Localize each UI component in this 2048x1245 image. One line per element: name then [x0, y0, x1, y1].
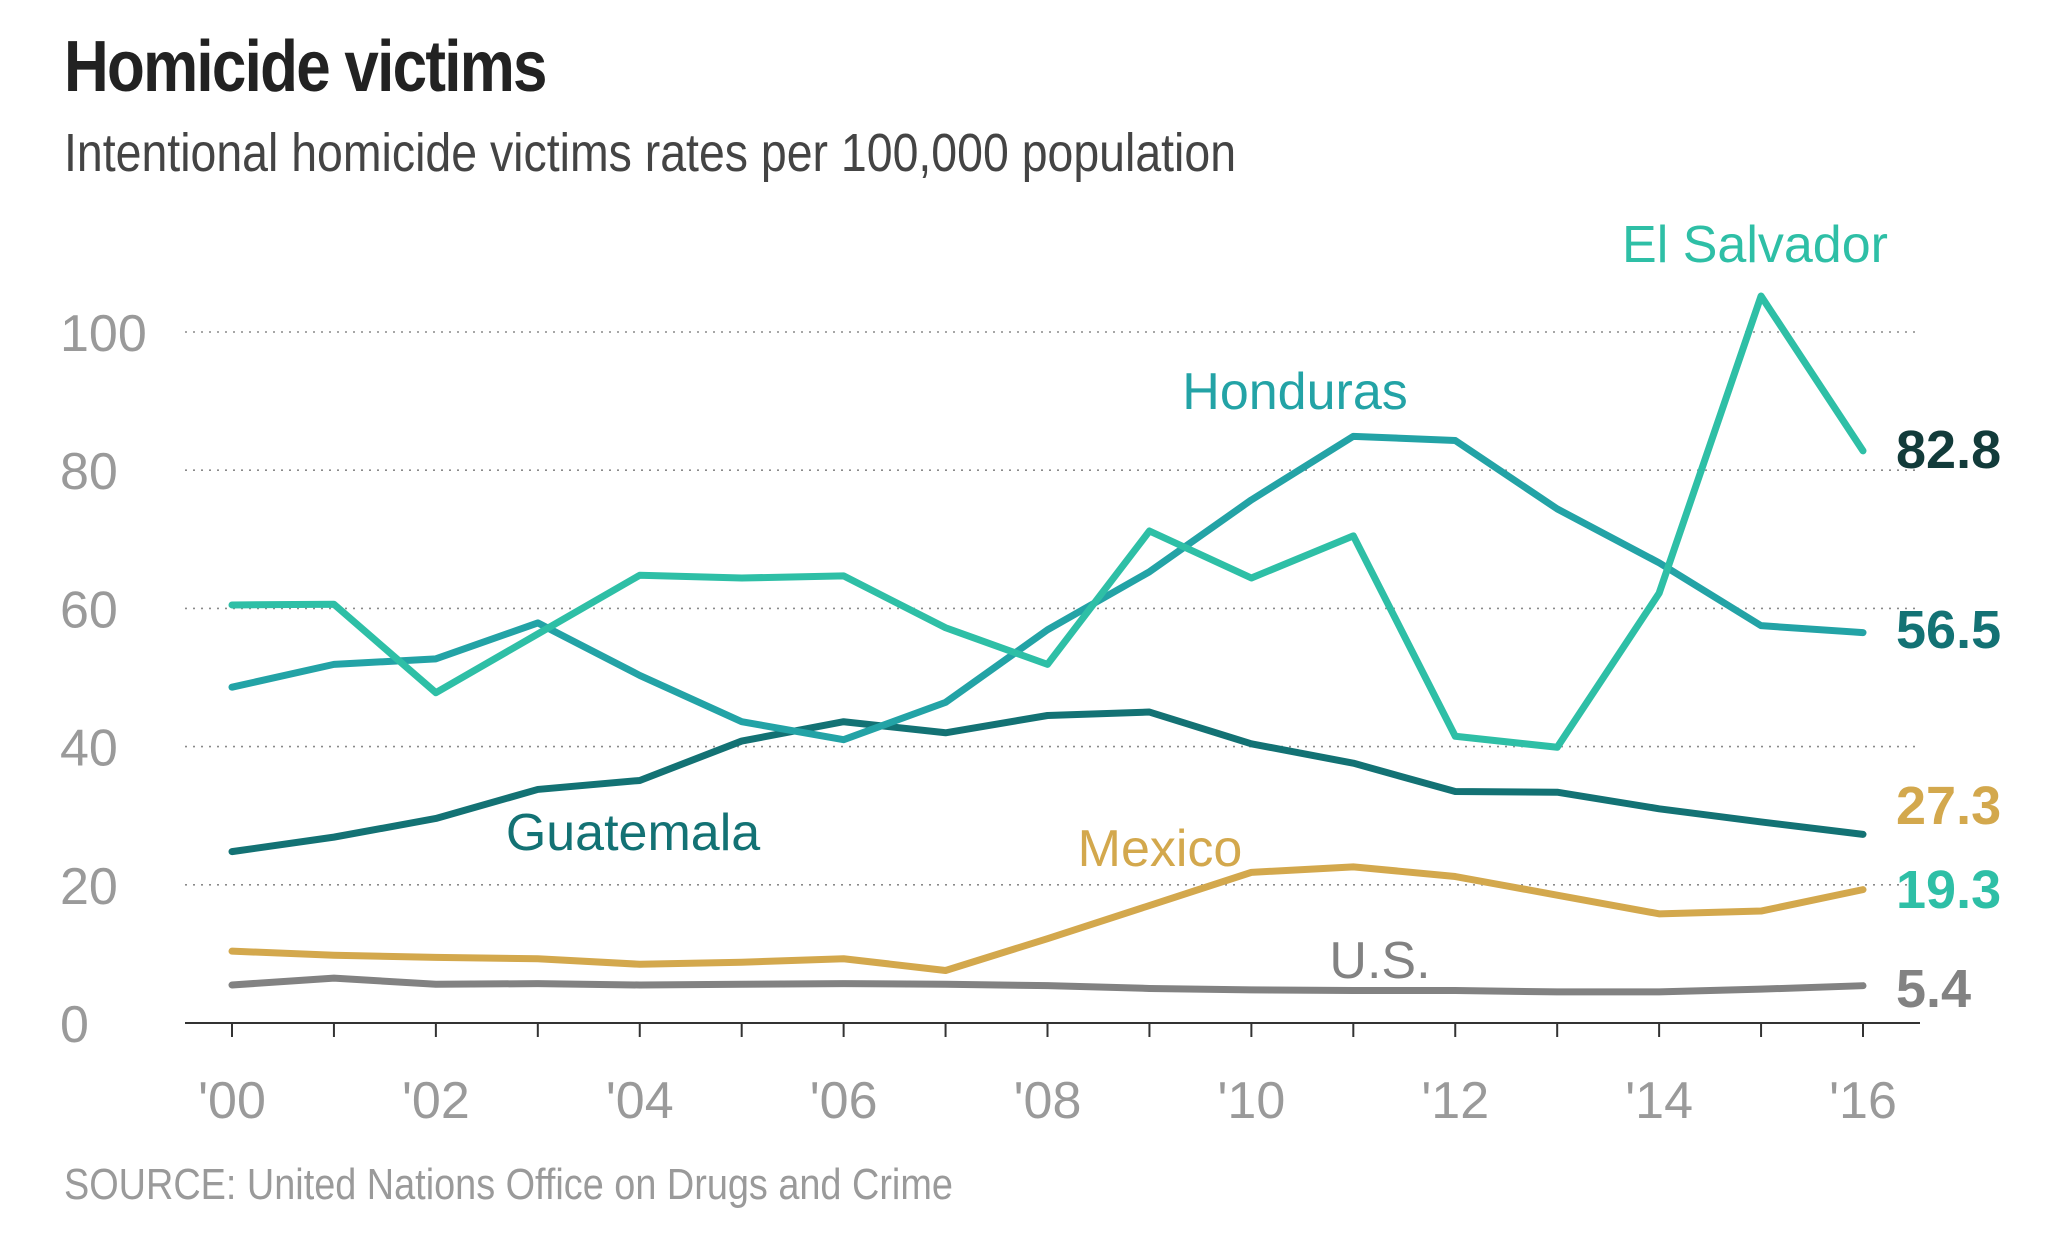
end-value-label: 19.3 [1896, 860, 2001, 920]
end-value-label: 5.4 [1896, 959, 1971, 1019]
series-line-honduras [228, 432, 1867, 744]
source-note: SOURCE: United Nations Office on Drugs a… [64, 1160, 953, 1209]
series-lines [228, 292, 1867, 996]
series-name-label: El Salvador [1622, 216, 1888, 274]
y-tick-label: 80 [60, 443, 118, 501]
series-name-label: Guatemala [506, 804, 760, 862]
y-tick-label: 60 [60, 581, 118, 639]
series-line-mexico [228, 863, 1867, 974]
axes: 0 20 40 60 80 100 '00 '02 '04 '06 '08 '10 '12 '14 '16 [60, 305, 1920, 1130]
end-value-label: 82.8 [1896, 420, 2001, 480]
series-line-guatemala [228, 708, 1867, 856]
series-name-label: Mexico [1078, 820, 1243, 878]
chart-subtitle: Intentional homicide victims rates per 1… [64, 123, 1237, 183]
x-tick-label: '14 [1625, 1072, 1693, 1130]
y-tick-label: 0 [60, 996, 89, 1054]
y-tick-label: 40 [60, 720, 118, 778]
x-tick-label: '08 [1014, 1072, 1082, 1130]
x-tick-label: '12 [1421, 1072, 1489, 1130]
y-tick-label: 20 [60, 858, 118, 916]
x-tick-label: '10 [1217, 1072, 1285, 1130]
x-tick-label: '02 [402, 1072, 470, 1130]
chart-title: Homicide victims [64, 27, 548, 107]
series-line-u-s [228, 974, 1867, 996]
series-name-label: U.S. [1329, 932, 1430, 990]
x-tick-label: '16 [1829, 1072, 1897, 1130]
series-name-label: Honduras [1182, 363, 1407, 421]
series-labels: El Salvador Honduras Guatemala Mexico U.S. 82… [506, 216, 2001, 1019]
end-value-label: 56.5 [1896, 600, 2001, 660]
x-tick-label: '06 [810, 1072, 878, 1130]
series-line-el-salvador [228, 292, 1867, 751]
gridlines [185, 331, 1920, 886]
x-tick-label: '04 [606, 1072, 674, 1130]
y-tick-label: 100 [60, 305, 147, 363]
x-tick-label: '00 [198, 1072, 266, 1130]
end-value-label: 27.3 [1896, 776, 2001, 836]
